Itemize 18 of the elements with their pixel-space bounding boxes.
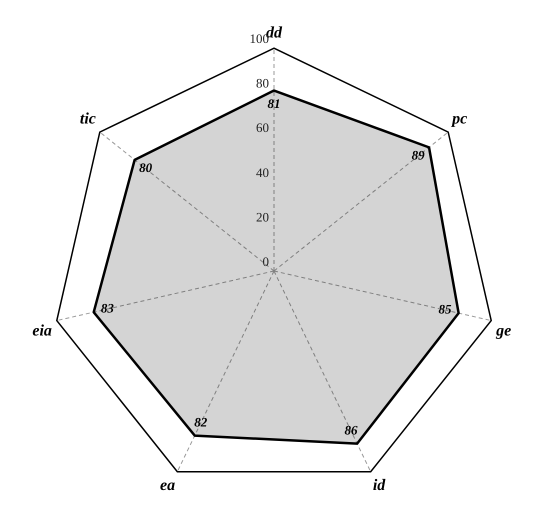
spoke-label: ea	[160, 476, 176, 494]
y-tick-label: 80	[256, 76, 269, 91]
y-tick-label: 20	[256, 209, 269, 224]
spoke-label: pc	[450, 110, 468, 128]
data-label: 89	[412, 147, 426, 162]
data-label: 82	[194, 414, 208, 430]
data-label: 80	[139, 160, 153, 175]
data-label: 85	[438, 301, 452, 316]
data-label: 81	[268, 96, 280, 111]
y-tick-label: 40	[256, 164, 269, 180]
y-tick-label: 0	[262, 254, 269, 269]
spoke-label: eia	[32, 322, 52, 340]
spoke-label: ge	[495, 322, 512, 340]
spoke-label: tic	[80, 110, 96, 128]
y-tick-label: 60	[256, 120, 269, 136]
data-label: 83	[100, 300, 114, 316]
data-label: 86	[344, 422, 358, 438]
spoke-label: id	[372, 476, 386, 494]
